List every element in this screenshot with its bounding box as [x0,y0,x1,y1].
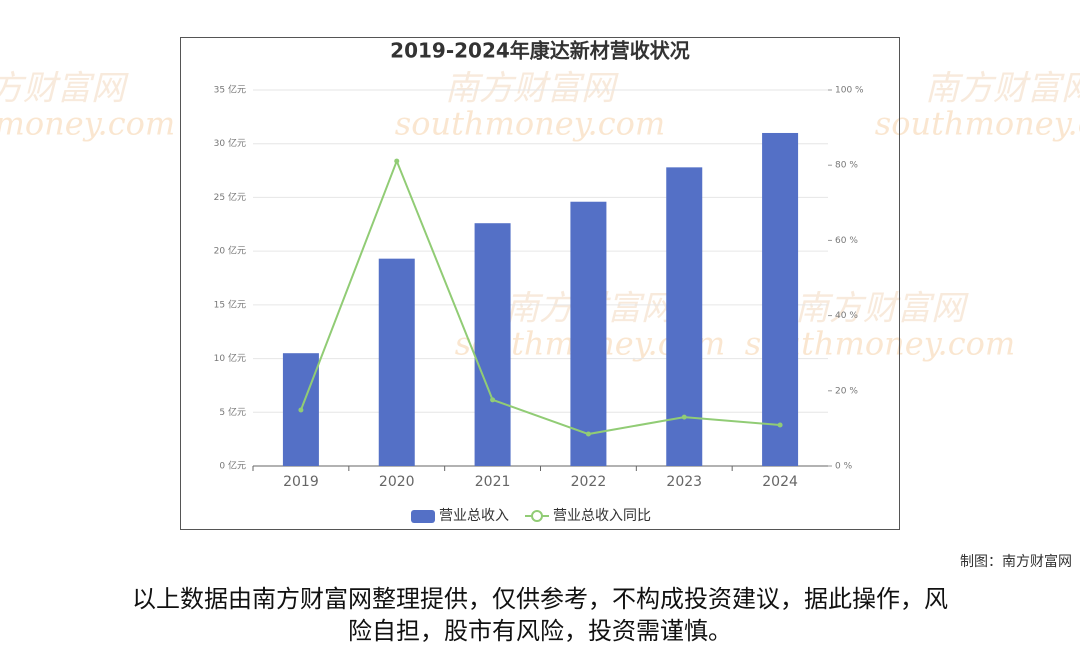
x-tick-label: 2023 [666,474,702,490]
bar [378,258,415,466]
y2-tick-label: 20 % [835,386,858,396]
disclaimer-line: 险自担，股市有风险，投资需谨慎。 [348,617,732,645]
legend-swatch [531,510,543,522]
x-tick-label: 2019 [283,474,319,490]
watermark: 南方财富网 [925,69,1080,109]
y-tick-label: 30 亿元 [214,137,246,149]
bar [474,223,511,466]
y2-tick-label: 100 % [835,86,864,96]
x-tick-label: 2022 [571,474,607,490]
credit: 制图：南方财富网 [960,553,1072,570]
legend-label: 营业总收入同比 [553,508,651,524]
disclaimer-line: 以上数据由南方财富网整理提供，仅供参考，不构成投资建议，据此操作，风 [132,585,948,613]
point [585,431,591,437]
point [298,407,304,413]
bar [762,132,799,466]
point [681,414,687,420]
x-tick-label: 2021 [475,474,511,490]
line [299,158,781,436]
legend-label: 营业总收入 [439,508,509,524]
watermark: southmoney.com [0,105,175,143]
y2-tick-label: 80 % [835,161,858,171]
y2-tick-label: 0 % [835,462,853,472]
y-tick-label: 15 亿元 [214,298,246,310]
y-tick-label: 25 亿元 [214,191,246,203]
y2-tick-label: 60 % [835,236,858,246]
x-tick-label: 2020 [379,474,415,490]
y-tick-label: 20 亿元 [214,245,246,257]
y-tick-label: 0 亿元 [219,460,246,472]
watermark: 南方财富网 [445,69,619,109]
point [490,397,496,403]
point [777,422,783,428]
y2-tick-label: 40 % [835,311,858,321]
watermark: 南方财富网 [0,69,129,109]
watermark: southmoney.com [395,105,665,143]
plot: 0 亿元 5 亿元 10 亿元 15 亿元 20 亿元 25 亿元 30 亿元 35 亿元 0 … [214,84,864,525]
point [394,158,400,164]
chart-title: 2019-2024年康达新材营收状况 [390,39,690,63]
y-tick-label: 35 亿元 [214,84,246,96]
x-tick-label: 2024 [762,474,798,490]
watermark: 南方财富网 [795,289,969,329]
legend-swatch [411,510,435,523]
bar [570,201,607,466]
y-tick-label: 10 亿元 [214,352,246,364]
chart-frame [180,37,900,530]
bar [666,167,703,466]
y-tick-label: 5 亿元 [219,406,246,418]
watermark: southmoney.com [875,105,1080,143]
